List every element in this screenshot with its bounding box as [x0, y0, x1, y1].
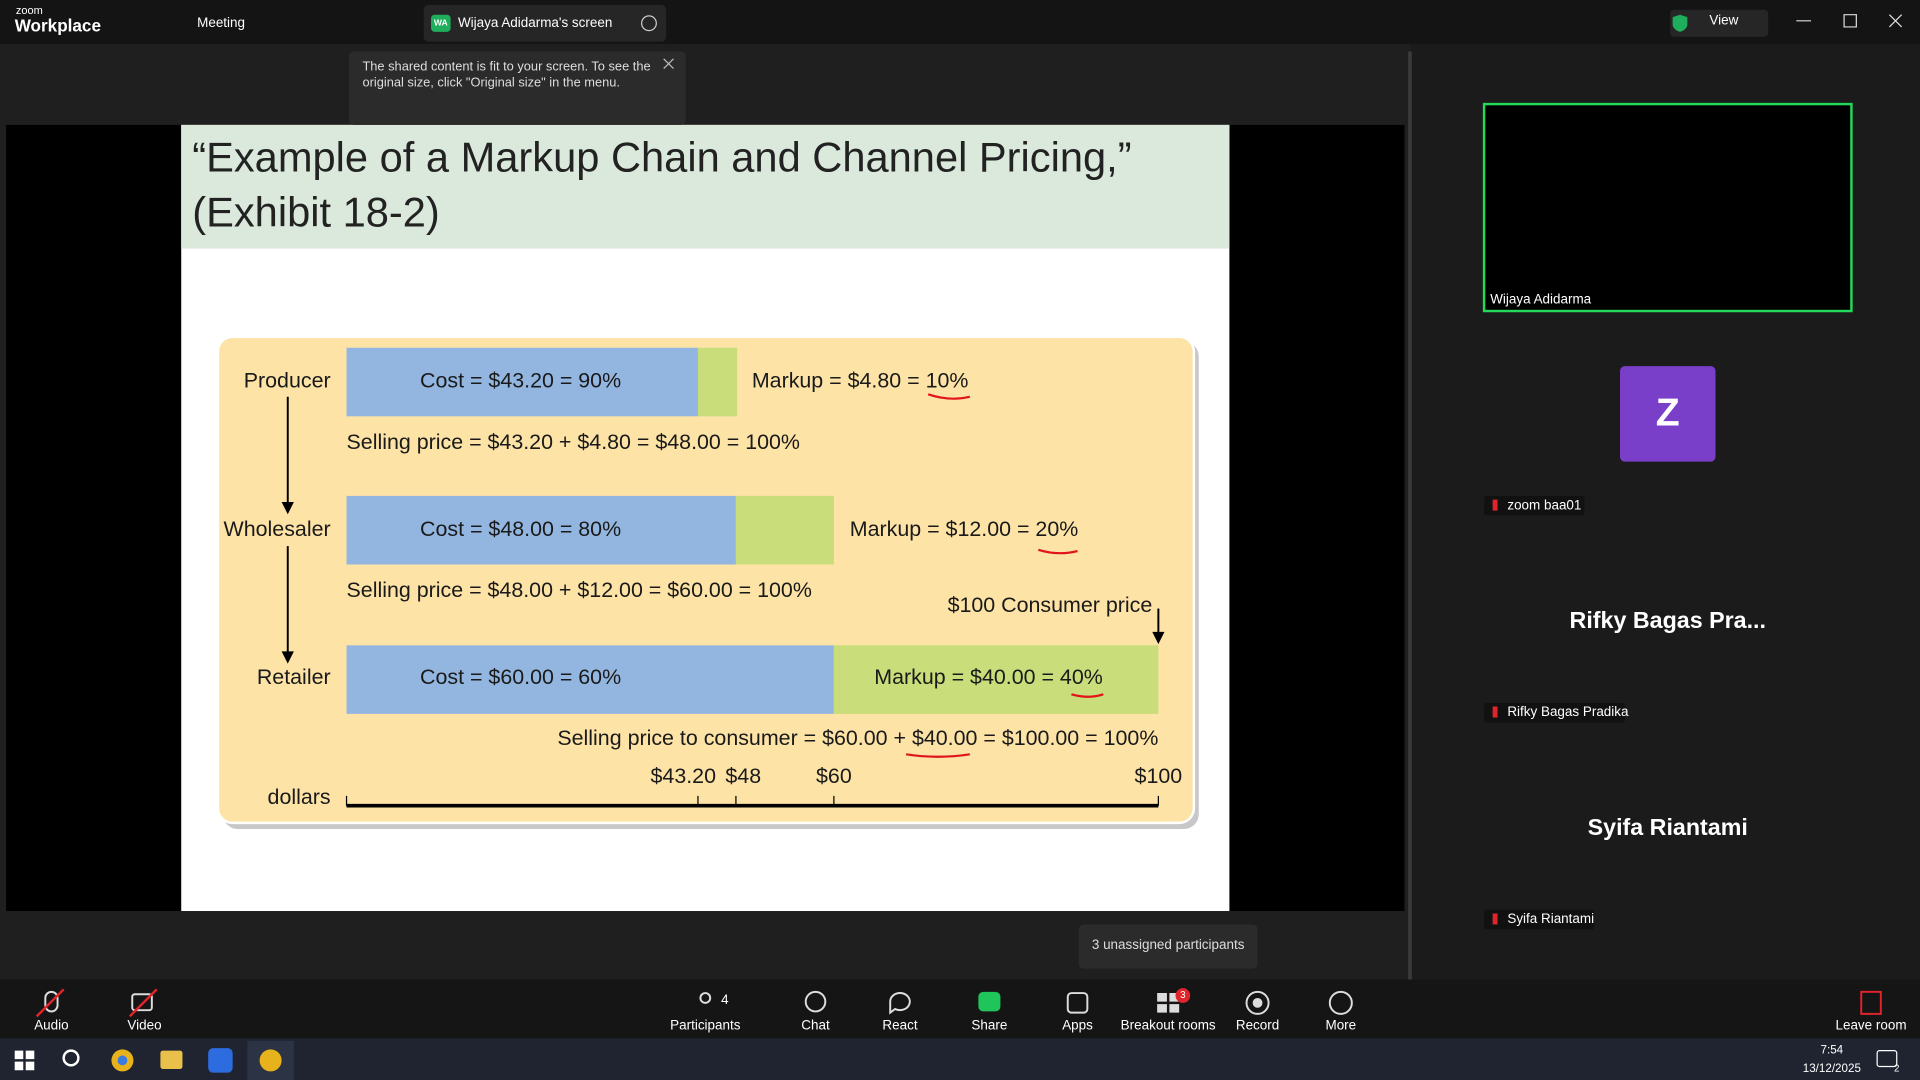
cost-bar — [346, 347, 698, 417]
toolbar-label[interactable]: Chat — [801, 1018, 830, 1033]
markup-bar — [833, 645, 1159, 714]
tooltip-text: original size, click "Original size" in … — [362, 75, 620, 90]
axis-label: dollars — [268, 785, 331, 809]
toolbar-label[interactable]: Record — [1236, 1018, 1279, 1033]
participant-display: Syifa Riantami — [1588, 814, 1748, 840]
tab-title[interactable]: Wijaya Adidarma's screen — [458, 15, 612, 30]
tab-menu[interactable] — [641, 15, 657, 32]
divider — [1408, 51, 1412, 980]
menu-item[interactable]: Meeting — [197, 15, 245, 30]
slide-title: “Example of a Markup Chain and Channel P… — [192, 133, 1131, 180]
toolbar-icons[interactable] — [35, 988, 1882, 1018]
markup-bar — [697, 347, 738, 417]
annotation-underlines — [905, 393, 1104, 758]
cost-bar — [346, 495, 736, 565]
markup-label: Markup = $12.00 = 20% — [850, 517, 1079, 541]
toolbar-label[interactable]: Apps — [1062, 1018, 1093, 1033]
participant-name: Syifa Riantami — [1507, 911, 1594, 926]
toolbar-label[interactable]: Share — [971, 1018, 1007, 1033]
name-bg — [1486, 290, 1595, 309]
security-icon — [1672, 14, 1688, 32]
cost-bar — [346, 645, 834, 714]
consumer-price: $100 Consumer price — [948, 593, 1153, 617]
toast — [1078, 924, 1258, 969]
title-bar — [0, 0, 1920, 45]
logo: zoom — [16, 5, 43, 17]
toolbar-label[interactable]: More — [1325, 1018, 1356, 1033]
participant-name: zoom baa01 — [1507, 497, 1581, 512]
window-controls[interactable] — [1796, 14, 1903, 28]
markup-bar — [735, 495, 834, 565]
slide-title-band — [181, 124, 1230, 249]
badge: WA — [434, 18, 448, 28]
selling-price: Selling price = $48.00 + $12.00 = $60.00… — [347, 578, 812, 602]
notification-count: 2 — [1894, 1064, 1899, 1075]
video-tile[interactable] — [1482, 102, 1853, 313]
view-button[interactable] — [1670, 9, 1769, 37]
badge: 3 — [1180, 990, 1186, 1001]
axis-tick-label: $48 — [725, 764, 761, 788]
toolbar-label[interactable]: Participants — [670, 1018, 741, 1033]
share-tab[interactable] — [423, 4, 667, 42]
name-bg — [1484, 909, 1595, 930]
date: 13/12/2025 — [1803, 1062, 1861, 1075]
logo: Workplace — [15, 15, 101, 35]
toolbar-label[interactable]: Leave room — [1835, 1018, 1906, 1033]
toolbar-label[interactable]: Video — [127, 1018, 161, 1033]
markup-label: Markup = $4.80 = 10% — [752, 369, 969, 393]
tooltip-text: The shared content is fit to your screen… — [362, 59, 650, 74]
participant-name: Wijaya Adidarma — [1490, 292, 1591, 307]
stage-label: Wholesaler — [224, 517, 331, 541]
toolbar-label[interactable]: Audio — [34, 1018, 68, 1033]
muted-icons — [1492, 499, 1498, 925]
toolbar-label[interactable]: React — [882, 1018, 917, 1033]
selling-price: Selling price to consumer = $60.00 + $40… — [557, 726, 1158, 750]
stage-label: Retailer — [257, 665, 331, 689]
participant-name: Rifky Bagas Pradika — [1507, 704, 1629, 719]
selling-price: Selling price = $43.20 + $4.80 = $48.00 … — [347, 430, 800, 454]
axis-tick-label: $43.20 — [651, 764, 717, 788]
toolbar — [0, 979, 1920, 1039]
view-label[interactable]: View — [1709, 12, 1738, 27]
axis-tick-label: $100 — [1135, 764, 1183, 788]
axis-tick-label: $60 — [816, 764, 852, 788]
axis-ticks — [345, 795, 1159, 806]
tab-badge-bg — [431, 14, 451, 32]
markup-label: Markup = $40.00 = 40% — [874, 665, 1102, 689]
avatar-letter: Z — [1656, 391, 1680, 434]
cost-label: Cost = $48.00 = 80% — [420, 517, 621, 541]
participant-count: 4 — [721, 992, 729, 1007]
taskbar-icons[interactable] — [14, 1040, 1898, 1080]
taskbar — [0, 1038, 1920, 1080]
clock: 7:54 — [1821, 1044, 1844, 1057]
toolbar-label[interactable]: Breakout rooms — [1121, 1018, 1216, 1033]
toast-text: 3 unassigned participants — [1092, 937, 1245, 952]
cost-label: Cost = $43.20 = 90% — [420, 369, 621, 393]
tooltip-close[interactable] — [663, 58, 674, 70]
cost-label: Cost = $60.00 = 60% — [420, 665, 621, 689]
slide-title: (Exhibit 18-2) — [192, 189, 440, 236]
tooltip — [348, 51, 686, 125]
name-bg — [1484, 702, 1625, 723]
avatar — [1620, 366, 1716, 462]
stage-label: Producer — [244, 369, 331, 393]
participant-display: Rifky Bagas Pra... — [1570, 607, 1766, 633]
name-bg — [1484, 495, 1585, 516]
